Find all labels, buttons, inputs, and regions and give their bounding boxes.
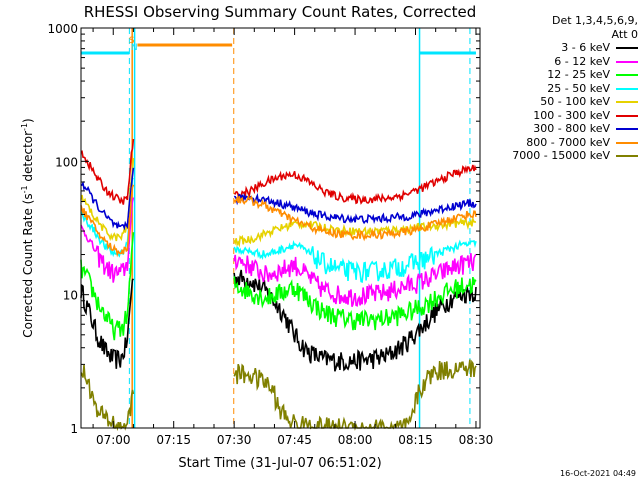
legend-entry: 800 - 7000 keV — [458, 136, 638, 150]
x-tick-label: 07:30 — [217, 433, 252, 447]
legend-swatch — [616, 155, 638, 157]
legend-entry-label: 3 - 6 keV — [561, 41, 610, 54]
y-tick-label: 1000 — [47, 22, 78, 36]
series-8-pre-gap — [80, 365, 135, 432]
legend-swatch — [616, 101, 638, 103]
y-label-mid: detector — [21, 131, 35, 186]
series-0-post-gap — [233, 269, 477, 372]
series-7-post-gap — [233, 194, 477, 242]
plot-frame — [80, 27, 481, 429]
legend-entry: 3 - 6 keV — [458, 41, 638, 55]
legend-header-line-1: Det 1,3,4,5,6,9, — [551, 14, 638, 27]
legend-entry: 300 - 800 keV — [458, 122, 638, 136]
chart-title: RHESSI Observing Summary Count Rates, Co… — [84, 3, 477, 21]
legend-swatch — [616, 87, 638, 90]
series-3-post-gap — [233, 239, 477, 284]
series-4-post-gap — [233, 216, 477, 248]
legend-entry: 50 - 100 keV — [458, 95, 638, 109]
y-tick-label: 100 — [55, 155, 78, 169]
series-2-pre-gap — [80, 232, 135, 341]
series-4-pre-gap — [80, 158, 135, 242]
axes: 07:00 07:15 07:30 07:45 08:00 08:15 08:30 1 10 10… — [47, 22, 493, 447]
y-label-sup2: -1 — [20, 123, 29, 131]
series-2-post-gap — [233, 276, 477, 331]
series-6-post-gap — [233, 192, 477, 225]
x-tick-label: 07:45 — [277, 433, 312, 447]
legend-entry: 7000 - 15000 keV — [458, 149, 638, 163]
legend-swatch — [616, 114, 638, 117]
legend-swatch — [616, 128, 638, 130]
x-tick-label: 08:15 — [398, 433, 433, 447]
series-8-post-gap — [233, 359, 477, 431]
flag-marker-s: S — [129, 36, 135, 46]
legend-entry: 6 - 12 keV — [458, 55, 638, 69]
y-tick-label: 10 — [63, 289, 78, 303]
x-axis-label: Start Time (31-Jul-07 06:51:02) — [178, 456, 381, 471]
legend-entry-label: 100 - 300 keV — [533, 108, 610, 122]
flag-marker-n: N — [131, 43, 138, 53]
legend-swatch — [616, 74, 638, 76]
legend-entry: 25 - 50 keV — [458, 82, 638, 96]
legend-swatch — [616, 47, 638, 49]
x-tick-label: 07:00 — [96, 433, 131, 447]
series-layer — [80, 138, 477, 432]
y-axis-label: Corrected Count Rate (s-1 detector-1) — [20, 118, 35, 337]
legend-entry-label: 25 - 50 keV — [547, 81, 610, 95]
legend-header-line-2: Att 0 — [611, 27, 638, 41]
series-6-pre-gap — [80, 167, 135, 231]
series-0-pre-gap — [80, 278, 135, 369]
legend-entry-label: 12 - 25 keV — [547, 68, 610, 81]
series-1-pre-gap — [80, 197, 135, 283]
y-label-main: Corrected Count Rate (s — [21, 193, 35, 337]
legend-entry-label: 50 - 100 keV — [540, 95, 610, 108]
generation-timestamp: 16-Oct-2021 04:49 — [560, 469, 636, 478]
legend-entry: 12 - 25 keV — [458, 68, 638, 82]
legend-swatch — [616, 60, 638, 63]
legend-entry-label: 7000 - 15000 keV — [512, 149, 610, 162]
x-tick-label: 07:15 — [156, 433, 191, 447]
x-tick-label: 08:00 — [338, 433, 373, 447]
legend-entry: 100 - 300 keV — [458, 109, 638, 123]
legend-entry-label: 800 - 7000 keV — [526, 135, 610, 149]
legend-entries: 3 - 6 keV 6 - 12 keV 12 - 25 keV 25 - 50 ke… — [458, 41, 638, 163]
y-tick-label: 1 — [70, 422, 78, 436]
series-5-post-gap — [233, 164, 477, 205]
legend-entry-label: 300 - 800 keV — [533, 122, 610, 135]
y-label-end: ) — [21, 118, 35, 123]
legend-entry-label: 6 - 12 keV — [554, 54, 610, 68]
series-1-post-gap — [233, 253, 477, 308]
legend: Det 1,3,4,5,6,9, Att 0 3 - 6 keV 6 - 12 k… — [458, 14, 638, 163]
y-label-sup1: -1 — [20, 185, 29, 193]
x-tick-label: 08:30 — [459, 433, 494, 447]
series-5-pre-gap — [80, 138, 135, 205]
legend-swatch — [616, 141, 638, 144]
series-7-pre-gap — [80, 184, 135, 258]
